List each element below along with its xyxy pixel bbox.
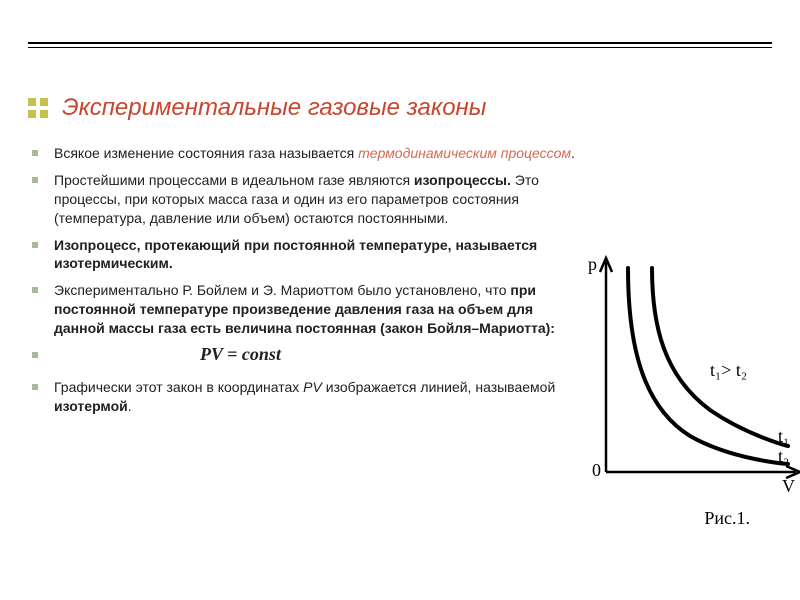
chart-svg: p V 0 t₁ t₂ t₁> t₂ [582, 246, 800, 500]
b6-iso: изотермой [54, 398, 128, 414]
isotherm-chart: p V 0 t₁ t₂ t₁> t₂ [582, 246, 800, 500]
b2-pre: Простейшими процессами в идеальном газе … [54, 172, 414, 188]
b6-pre: Графически этот закон в координатах [54, 379, 303, 395]
axis-v-label: V [782, 476, 795, 496]
page-title: Экспериментальные газовые законы [62, 94, 486, 122]
title-row: Экспериментальные газовые законы [28, 94, 772, 122]
b6-pv: PV [303, 379, 322, 395]
b6-post: . [128, 398, 132, 414]
figure-caption: Рис.1. [704, 508, 750, 529]
b3-text: Изопроцесс, протекающий при постоянной т… [54, 236, 574, 274]
b4-pre: Экспериментально Р. Бойлем и Э. Мариотто… [54, 282, 510, 298]
b1-post: . [571, 145, 575, 161]
curve-t1-label: t₁ [778, 426, 789, 446]
bullet-1: Всякое изменение состояния газа называет… [28, 144, 772, 163]
divider-top-thick [28, 42, 772, 44]
divider-top-thin [28, 47, 772, 48]
formula-pv-const: PV = const [194, 342, 287, 366]
axis-p-label: p [588, 254, 597, 274]
compare-label: t₁> t₂ [710, 360, 747, 380]
b1-term: термодинамическим процессом [358, 145, 571, 161]
title-bullet-icon [28, 98, 48, 118]
b1-pre: Всякое изменение состояния газа называет… [54, 145, 358, 161]
bullet-2: Простейшими процессами в идеальном газе … [28, 171, 772, 228]
b2-iso: изопроцессы. [414, 172, 511, 188]
origin-label: 0 [592, 460, 601, 480]
b6-mid: изображается линией, называемой [322, 379, 555, 395]
curve-t2-label: t₂ [778, 446, 789, 466]
